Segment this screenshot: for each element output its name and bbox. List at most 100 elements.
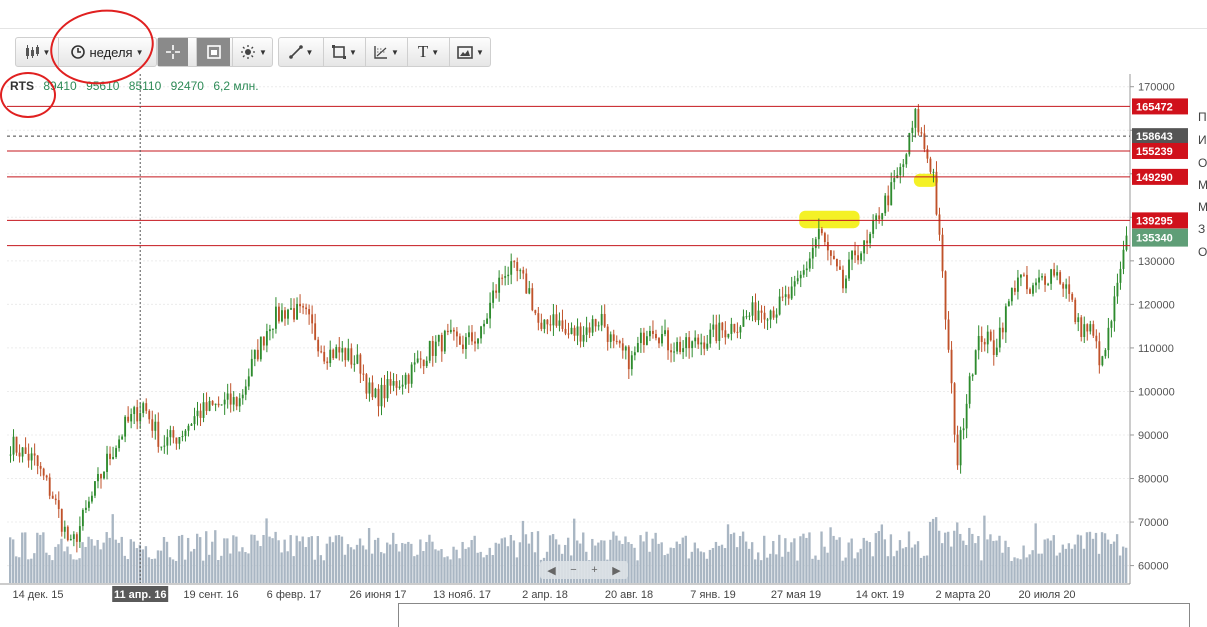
annotation-circle-ticker [0,72,56,118]
image-icon [457,45,473,59]
volume-bar [687,558,690,583]
volume-bar [672,548,675,583]
volume-bar [615,535,618,583]
zoom-out-icon[interactable]: − [570,564,577,576]
candle-body [872,220,875,234]
price-badge [1132,98,1188,115]
volume-bar [482,557,485,583]
volume-bar [289,535,292,583]
high-value: 95610 [86,79,120,93]
scroll-left-icon[interactable]: ◀ [547,564,556,577]
indicators-button[interactable]: ▼ [232,38,274,66]
volume-bar [129,539,132,583]
candle-body [48,477,51,496]
candle-body [712,324,715,330]
volume-bar [509,534,513,583]
volume-bar [1004,540,1007,583]
volume-bar [340,536,344,583]
candle-body [944,271,947,320]
candlestick-chart[interactable]: 60000 70000 80000 90000 100000 110000 120000 13… [0,74,1190,603]
image-tool-button[interactable]: ▼ [449,38,491,66]
candle-body [938,214,941,235]
volume-bar [416,554,419,583]
volume-bar [862,537,865,583]
candle-body [15,436,18,453]
volume-bar [407,541,410,583]
volume-bar [196,533,199,583]
right-side-panel: П И О М М З О [1190,100,1207,300]
zoom-in-icon[interactable]: + [591,564,598,576]
candle-body [1007,301,1010,307]
price-badge [1132,168,1188,185]
volume-bar [977,536,980,583]
shape-tool-button[interactable]: ▼ [323,38,365,66]
volume-bar [21,532,24,583]
volume-bar [494,542,497,583]
crosshair-button[interactable] [158,38,188,66]
volume-bar [1040,553,1043,583]
candle-body [371,382,374,398]
volume-bar [66,546,69,583]
volume-bar [60,538,63,583]
volume-bar [277,540,280,583]
volume-bar [645,531,648,583]
candle-body [9,454,12,456]
volume-bar [346,544,350,583]
candle-body [434,341,437,356]
candle-body [368,382,371,394]
volume-bar [256,540,259,583]
candle-body [323,351,326,362]
candle-body [33,453,36,456]
volume-bar [247,553,250,583]
volume-bar [295,535,298,583]
volume-bar [132,541,136,583]
candle-body [1026,274,1028,290]
candle-body [410,364,413,384]
candle-body [688,337,691,349]
period-dropdown[interactable]: неделя ▼ [58,38,156,66]
line-tool-button[interactable]: ▼ [279,38,323,66]
volume-bar [817,559,820,583]
volume-bar [512,540,516,583]
candle-body [621,343,624,351]
volume-bar [268,536,271,583]
candle-body [492,290,495,303]
panel-letter: М [1198,178,1207,192]
panel-button[interactable] [196,38,230,66]
navigator-frame[interactable] [398,603,1190,627]
volume-bar [1058,552,1061,583]
fib-tool-button[interactable]: ▼ [365,38,407,66]
volume-bar [1085,532,1089,583]
candle-body [190,424,193,426]
volume-bar [901,548,905,583]
volume-bar [280,552,283,583]
volume-bar [96,539,99,583]
volume-bar [702,552,706,583]
volume-bar [582,532,585,583]
volume-bar [962,540,965,583]
volume-bar [235,536,238,583]
candle-body [181,436,184,438]
candle-body [69,538,72,541]
text-tool-button[interactable]: T ▼ [407,38,449,66]
volume-bar [536,531,540,583]
candle-body [772,310,775,318]
chart-navigation[interactable]: ◀ − + ▶ [540,561,628,579]
volume-bar [732,532,736,583]
volume-bar [741,531,745,583]
candle-body [178,437,181,444]
candle-body [284,310,286,319]
volume-bars [9,514,1128,583]
volume-bar [808,532,811,583]
scroll-right-icon[interactable]: ▶ [612,564,621,577]
candle-body [845,278,847,289]
candle-body [751,302,754,316]
candle-body [1056,272,1059,276]
volume-bar [93,545,96,583]
x-tick-label: 20 июля 20 [1018,589,1075,601]
volume-bar [379,552,383,583]
candle-body [905,154,908,165]
volume-bar [1043,539,1046,583]
chart-type-button[interactable]: ▼ [16,38,58,66]
volume-bar [726,524,730,583]
